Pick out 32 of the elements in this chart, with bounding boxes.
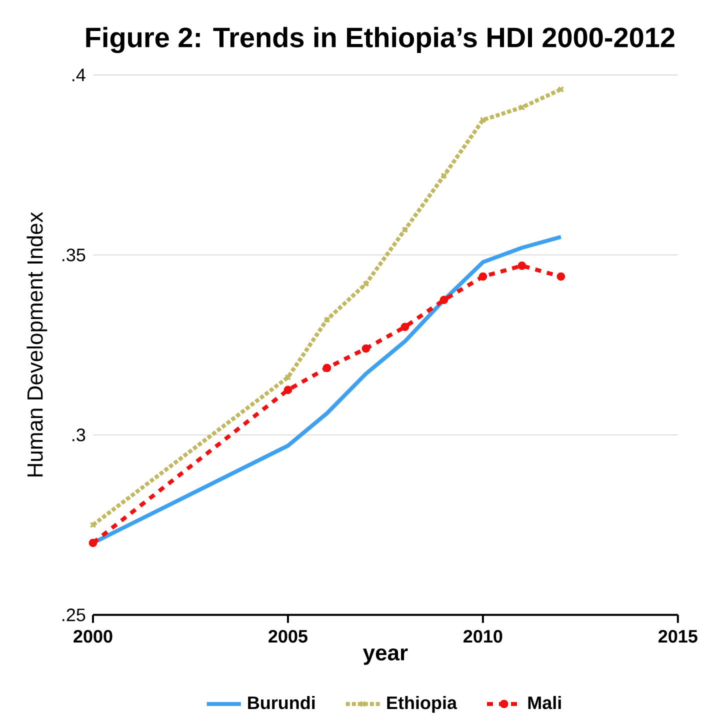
point xyxy=(440,172,448,180)
point xyxy=(480,116,486,124)
x-tick-label: 2005 xyxy=(268,630,308,643)
point xyxy=(324,316,330,324)
point xyxy=(362,344,370,353)
chart-title: Figure 2: Trends in Ethiopia’s HDI 2000-2012 xyxy=(86,26,675,54)
point xyxy=(284,386,292,394)
point xyxy=(90,522,96,528)
x-tick-label: 2010 xyxy=(464,630,502,643)
legend-label: Burundi xyxy=(248,696,315,710)
point xyxy=(558,86,564,93)
y-tick-label: .3 xyxy=(72,428,86,442)
point xyxy=(518,104,526,111)
y-axis-title: Human Development Index xyxy=(26,212,48,476)
point xyxy=(556,272,566,281)
legend-label: Mali xyxy=(528,696,562,710)
x-tick-label: 2015 xyxy=(658,630,698,643)
point xyxy=(88,538,98,548)
point xyxy=(402,226,408,234)
y-tick-label: .4 xyxy=(72,68,86,82)
x-tick-label: 2000 xyxy=(74,630,112,643)
point xyxy=(518,262,526,270)
point xyxy=(440,296,448,304)
point xyxy=(322,364,332,372)
x-axis-title: year xyxy=(363,648,408,665)
point xyxy=(478,272,488,281)
legend-label: Ethiopia xyxy=(387,696,458,713)
point xyxy=(284,374,292,381)
y-tick-label: .35 xyxy=(62,248,86,262)
y-tick-label: .25 xyxy=(62,608,86,622)
point xyxy=(400,322,410,332)
point xyxy=(362,280,370,288)
